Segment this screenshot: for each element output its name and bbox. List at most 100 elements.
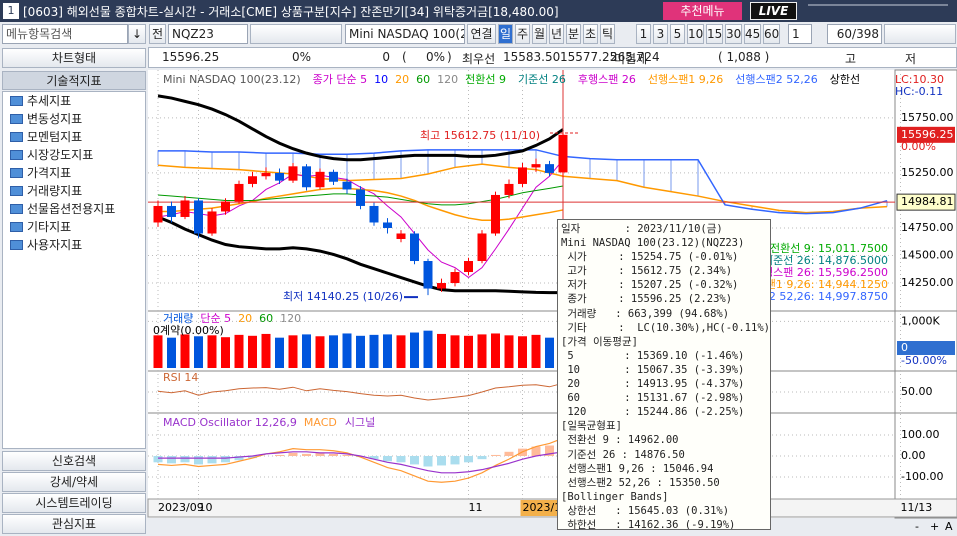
period-button[interactable]: 일 — [498, 24, 513, 44]
quote-field: ( — [402, 50, 407, 64]
recommend-button[interactable]: 추천메뉴 — [663, 2, 742, 20]
volume-bar — [464, 335, 473, 368]
candle-body — [383, 222, 392, 228]
volume-current-box — [897, 341, 955, 355]
zoom-button[interactable]: A — [945, 520, 953, 533]
period-button[interactable]: 월 — [532, 24, 547, 44]
unit-select[interactable]: 1 — [788, 24, 812, 44]
menu-item[interactable]: 변동성지표 — [3, 110, 145, 128]
code-input[interactable]: NQZ23 — [168, 24, 248, 44]
volume-bar — [207, 335, 217, 368]
menu-item[interactable]: 사용자지표 — [3, 236, 145, 254]
period-button[interactable]: 틱 — [600, 24, 615, 44]
oscillator-bar — [410, 456, 419, 465]
prefix-button[interactable]: 전 — [149, 24, 166, 44]
search-button[interactable]: ↓ — [128, 24, 146, 44]
quote-field: 15583.50 — [503, 50, 561, 64]
menu-bottom-button[interactable]: 신호검색 — [2, 451, 146, 471]
interval-button[interactable]: 60 — [763, 24, 780, 44]
volume-legend: 거래량 — [163, 312, 193, 325]
tooltip-line: 20 : 14913.95 (-4.37%) — [561, 378, 745, 391]
folder-icon — [10, 132, 23, 142]
menu-item[interactable]: 선물옵션전용지표 — [3, 200, 145, 218]
candle-body — [302, 166, 311, 188]
legend-entry: 전환선 9 — [465, 73, 506, 86]
volume-tick-label: 1,000K — [901, 314, 940, 327]
interval-button[interactable]: 3 — [653, 24, 668, 44]
menu-item[interactable]: 추세지표 — [3, 92, 145, 110]
volume-bar — [450, 335, 460, 368]
rsi-title: RSI 14 — [163, 371, 198, 384]
volume-bar — [275, 337, 284, 368]
interval-button[interactable]: 45 — [744, 24, 761, 44]
tooltip-line: 하한선 : 14162.36 (-9.19%) — [561, 518, 736, 530]
oscillator-bar — [342, 454, 352, 456]
oscillator-bar — [288, 452, 298, 456]
live-button[interactable]: LIVE — [750, 2, 797, 20]
legend-entry: Mini NASDAQ 100(23.12) — [163, 73, 301, 86]
zoom-button[interactable]: - — [915, 520, 919, 533]
view-icons[interactable] — [884, 24, 956, 44]
interval-button[interactable]: 10 — [687, 24, 704, 44]
candle-body — [396, 233, 406, 239]
interval-button[interactable]: 30 — [725, 24, 742, 44]
menu-bottom-button[interactable]: 관심지표 — [2, 514, 146, 534]
current-label: 15596.25 — [901, 128, 954, 141]
tooltip-line: 5 : 15369.10 (-1.46%) — [561, 349, 745, 362]
menu-bottom-button[interactable]: 시스템트레이딩 — [2, 493, 146, 513]
candle-body — [450, 272, 460, 284]
menu-item[interactable]: 거래량지표 — [3, 182, 145, 200]
menu-item[interactable]: 모멘텀지표 — [3, 128, 145, 146]
tooltip-line: 선행스팬2 52,26 : 15350.50 — [561, 476, 720, 489]
period-button[interactable]: 분 — [566, 24, 581, 44]
candle-body — [423, 261, 433, 289]
period-button[interactable]: 초 — [583, 24, 598, 44]
volume-bar — [437, 333, 446, 368]
menu-item[interactable]: 기타지표 — [3, 218, 145, 236]
menu-item[interactable]: 가격지표 — [3, 164, 145, 182]
window-controls[interactable] — [808, 4, 948, 18]
period-button[interactable]: 연결 — [467, 24, 496, 44]
legend-entry: 10 — [374, 73, 388, 86]
oscillator-bar — [383, 456, 392, 462]
candle-body — [545, 164, 554, 173]
zoom-button[interactable]: + — [930, 520, 939, 533]
oscillator-bar — [369, 456, 379, 460]
tool-icons[interactable] — [250, 24, 342, 44]
candle-body — [356, 189, 365, 206]
volume-bar — [180, 334, 190, 368]
oscillator-bar — [491, 454, 500, 456]
candle-body — [437, 283, 446, 289]
volume-bar — [288, 335, 298, 368]
interval-button[interactable]: 1 — [636, 24, 651, 44]
interval-button[interactable]: 15 — [706, 24, 723, 44]
period-button[interactable]: 년 — [549, 24, 564, 44]
oscillator-bar — [221, 456, 230, 463]
chart-type-button[interactable]: 차트형태 — [2, 48, 146, 68]
quote-field: 15596.25 — [162, 50, 220, 64]
quote-field: 0 — [382, 50, 390, 64]
window-title: [0603] 해외선물 종합차트-실시간 - 거래소[CME] 상품구분[지수]… — [23, 5, 559, 19]
candle-body — [221, 201, 230, 212]
name-input[interactable]: Mini NASDAQ 100(23.1 — [345, 24, 465, 44]
interval-button[interactable]: 5 — [670, 24, 685, 44]
volume-ratio: -50.00% — [901, 354, 947, 367]
oscillator-bar — [194, 456, 203, 465]
menu-search[interactable]: 메뉴항목검색 — [2, 24, 128, 44]
low-annotation: 최저 14140.25 (10/26) — [283, 290, 403, 303]
folder-icon — [10, 186, 23, 196]
legend-entry: 종가 단순 5 — [313, 73, 367, 86]
menu-label: 변동성지표 — [27, 112, 83, 126]
signal-line — [158, 451, 564, 474]
menu-bottom-button[interactable]: 강세/약세 — [2, 472, 146, 492]
menu-item[interactable]: 시장강도지표 — [3, 146, 145, 164]
axis-bg — [894, 69, 957, 519]
count-field[interactable]: 60/398 — [827, 24, 882, 44]
volume-bar — [396, 335, 406, 368]
tooltip-line: 기준선 26 : 14876.50 — [561, 448, 685, 461]
menu-label: 가격지표 — [27, 166, 72, 180]
oscillator-bar — [464, 456, 473, 463]
tooltip-line: 고가 : 15612.75 (2.34%) — [561, 265, 733, 278]
period-button[interactable]: 주 — [515, 24, 530, 44]
